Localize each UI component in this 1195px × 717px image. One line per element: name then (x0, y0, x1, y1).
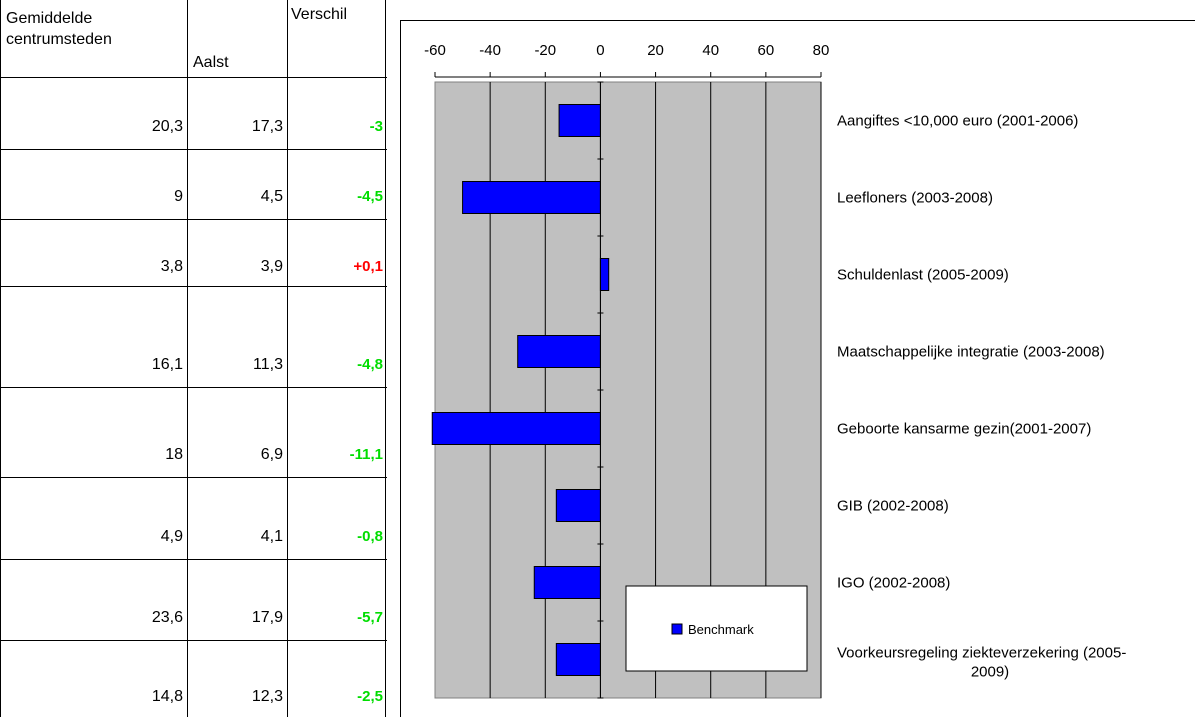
bar-1 (462, 181, 601, 214)
table-row-divider (1, 387, 387, 388)
table-row-divider (1, 286, 387, 287)
cell-aalst: 6,9 (260, 446, 283, 463)
x-tick-label: 0 (596, 42, 604, 59)
bar-6 (533, 566, 601, 599)
legend-label: Benchmark (688, 622, 754, 637)
table-row-divider (1, 640, 387, 641)
bar-7 (555, 643, 601, 676)
cell-verschil: +0,1 (353, 258, 383, 275)
table-column-divider (287, 0, 288, 717)
table-row-divider (1, 149, 387, 150)
cell-gemiddelde: 3,8 (160, 258, 183, 275)
bar-5 (555, 489, 601, 522)
cell-aalst: 4,1 (260, 528, 283, 545)
legend-swatch (671, 623, 683, 635)
x-tick-label: 40 (702, 42, 719, 59)
bar-4 (431, 412, 601, 445)
x-tick-label: -20 (534, 42, 556, 59)
x-tick-label: -40 (479, 42, 501, 59)
cell-gemiddelde: 9 (174, 188, 183, 205)
table-row-divider (1, 77, 387, 78)
cell-verschil: -5,7 (357, 609, 383, 626)
cell-verschil: -2,5 (357, 688, 383, 705)
cell-verschil: -3 (369, 118, 383, 135)
table-row-divider (1, 477, 387, 478)
table-column-divider (187, 0, 188, 717)
category-label: Schuldenlast (2005-2009) (837, 267, 1009, 284)
cell-verschil: -11,1 (349, 446, 383, 463)
cell-gemiddelde: 16,1 (151, 356, 183, 373)
category-label: 2009) (971, 664, 1009, 681)
cell-aalst: 17,3 (251, 118, 283, 135)
header-gemiddelde: Gemiddelde centrumsteden (6, 8, 186, 50)
cell-aalst: 3,9 (260, 258, 283, 275)
bar-2 (599, 258, 610, 291)
category-label: Voorkeursregeling ziekteverzekering (200… (837, 645, 1126, 662)
header-verschil: Verschil (291, 6, 348, 23)
category-label: Geboorte kansarme gezin(2001-2007) (837, 421, 1091, 438)
legend-box (625, 585, 808, 672)
header-gemiddelde-line2: centrumsteden (6, 31, 112, 48)
category-label: IGO (2002-2008) (837, 575, 950, 592)
table-row-divider (1, 219, 387, 220)
bar-0 (558, 104, 601, 137)
category-label: Aangiftes <10,000 euro (2001-2006) (837, 113, 1078, 130)
category-label: Maatschappelijke integratie (2003-2008) (837, 344, 1105, 361)
cell-aalst: 4,5 (260, 188, 283, 205)
x-tick-label: 20 (647, 42, 664, 59)
bar-3 (517, 335, 601, 368)
benchmark-bar-chart: -60 -40 -20 0 20 40 60 80 Aangiftes <10,000 euro… (424, 42, 1126, 699)
x-tick-label: -60 (424, 42, 446, 59)
category-label: Leefloners (2003-2008) (837, 190, 993, 207)
cell-verschil: -4,5 (357, 188, 383, 205)
table-row-divider (1, 559, 387, 560)
header-gemiddelde-line1: Gemiddelde (6, 10, 93, 27)
cell-gemiddelde: 4,9 (160, 528, 183, 545)
category-label: GIB (2002-2008) (837, 498, 949, 515)
cell-verschil: -0,8 (357, 528, 383, 545)
cell-gemiddelde: 14,8 (151, 688, 183, 705)
chart-frame (400, 20, 1195, 717)
cell-aalst: 12,3 (251, 688, 283, 705)
cell-aalst: 11,3 (253, 356, 283, 373)
header-aalst: Aalst (193, 54, 229, 71)
cell-gemiddelde: 23,6 (151, 609, 183, 626)
cell-verschil: -4,8 (357, 356, 383, 373)
cell-gemiddelde: 20,3 (151, 118, 183, 135)
x-tick-label: 80 (813, 42, 830, 59)
cell-aalst: 17,9 (251, 609, 283, 626)
x-tick-label: 60 (758, 42, 775, 59)
comparison-table: Gemiddelde centrumsteden Aalst Verschil … (0, 0, 387, 717)
cell-gemiddelde: 18 (165, 446, 183, 463)
